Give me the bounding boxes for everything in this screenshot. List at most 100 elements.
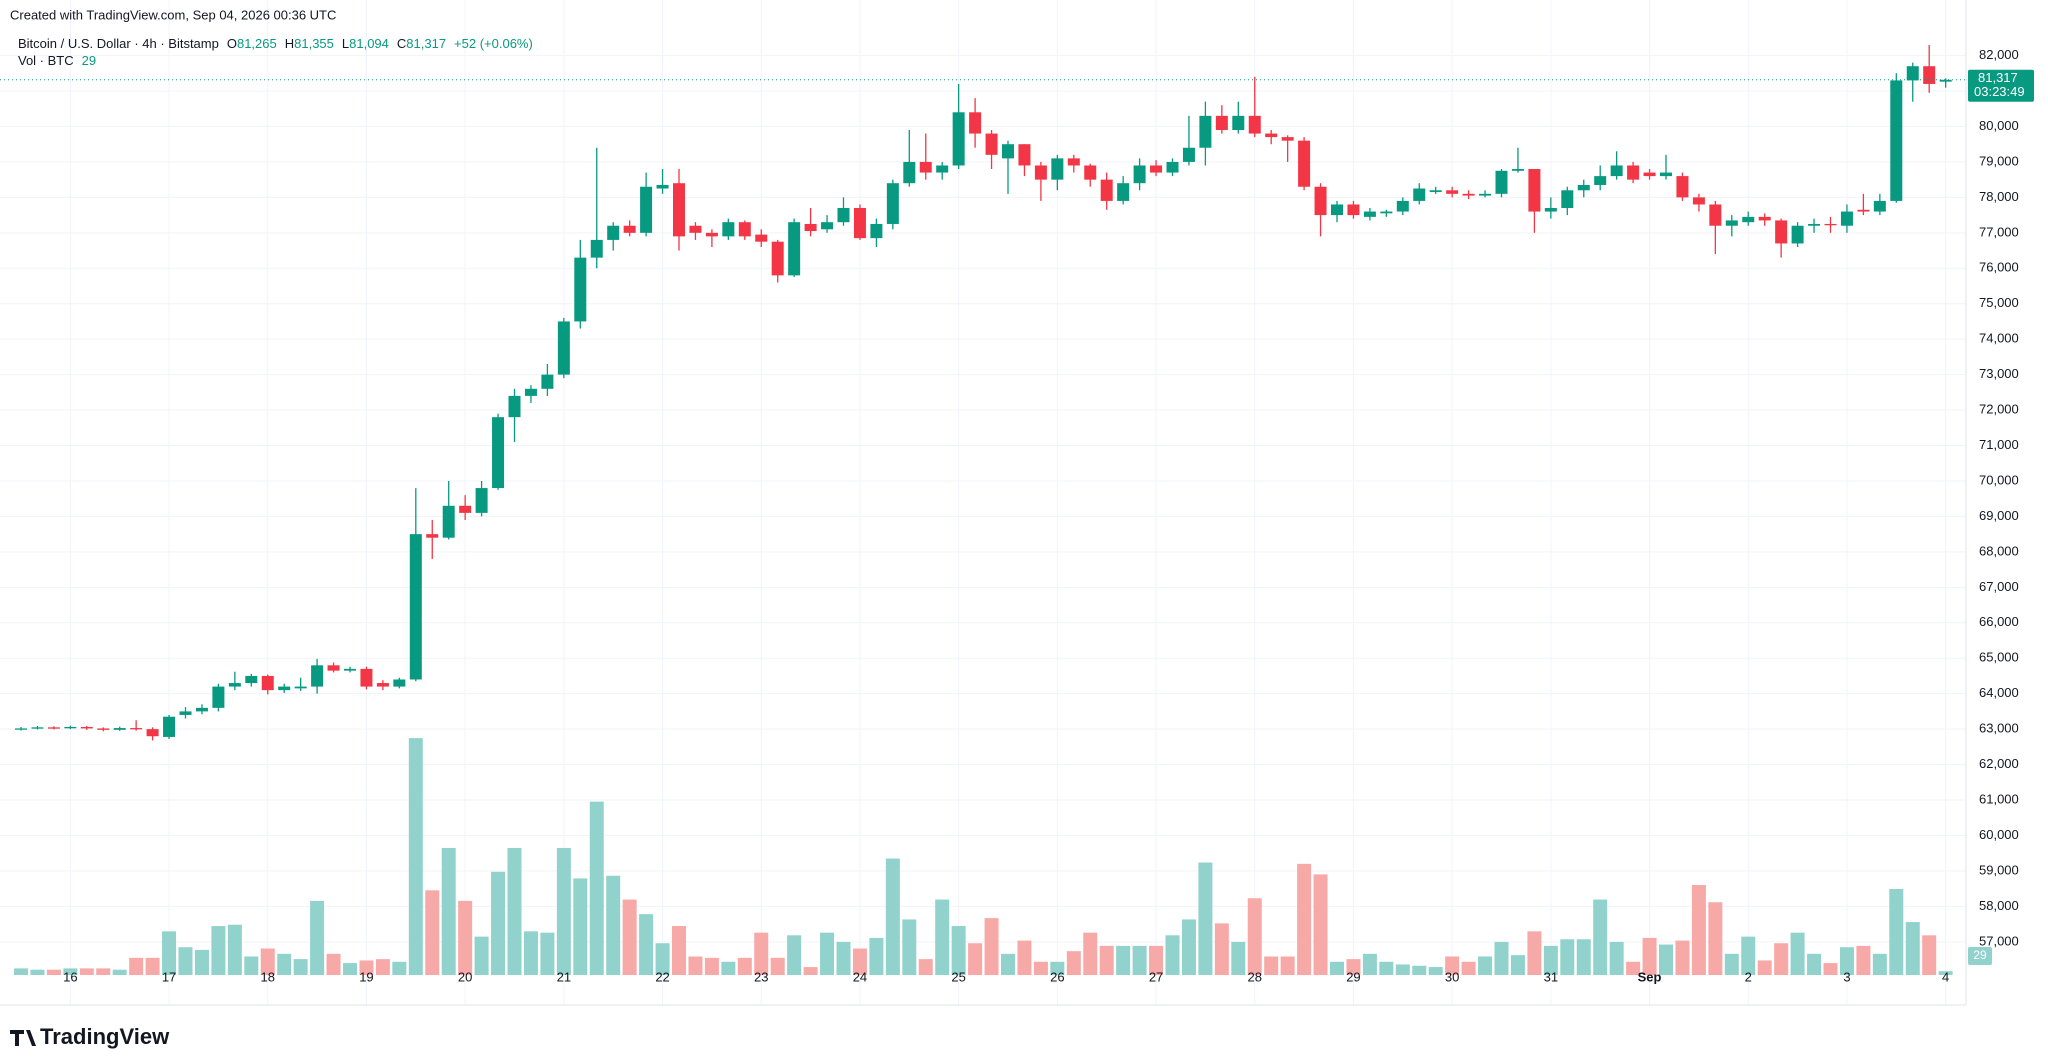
candle-body xyxy=(1298,140,1311,187)
y-tick-label: 73,000 xyxy=(1979,366,2019,381)
volume-bar xyxy=(1214,923,1229,975)
x-tick-label: 30 xyxy=(1445,969,1459,984)
candle-body xyxy=(1150,165,1163,173)
countdown: 03:23:49 xyxy=(1974,84,2025,99)
candle-body xyxy=(1923,66,1936,84)
volume-bar xyxy=(293,959,308,975)
y-tick-label: 60,000 xyxy=(1979,827,2019,842)
y-tick-label: 72,000 xyxy=(1979,402,2019,417)
candle-body xyxy=(47,727,60,729)
x-tick-label: 29 xyxy=(1346,969,1360,984)
y-tick-label: 63,000 xyxy=(1979,721,2019,736)
volume-bar xyxy=(918,959,933,975)
volume-bar xyxy=(1724,953,1739,975)
volume-bar xyxy=(1149,945,1164,975)
x-tick-label: 31 xyxy=(1544,969,1558,984)
volume-bar xyxy=(310,900,325,975)
candle-body xyxy=(1117,183,1130,201)
volume-bar xyxy=(1691,885,1706,975)
volume-bar xyxy=(1675,940,1690,975)
symbol-title: Bitcoin / U.S. Dollar · 4h · Bitstamp xyxy=(18,36,219,51)
logo-icon xyxy=(10,1030,36,1046)
candle-body xyxy=(541,374,554,389)
x-tick-label: 4 xyxy=(1942,969,1949,984)
candle-body xyxy=(1544,208,1557,212)
volume-bar xyxy=(1889,888,1904,975)
candle-body xyxy=(1232,115,1245,131)
candle-body xyxy=(1479,193,1492,196)
volume-bar xyxy=(79,968,94,975)
volume-bar xyxy=(491,871,506,975)
candle-body xyxy=(344,668,356,671)
volume-bar xyxy=(1412,965,1427,975)
volume-bar xyxy=(573,878,588,975)
candle-body xyxy=(113,728,126,730)
volume-bar xyxy=(1576,939,1591,975)
candle-body xyxy=(327,665,340,671)
volume-bar xyxy=(1395,964,1410,975)
candle-body xyxy=(1034,165,1047,180)
volume-bar xyxy=(392,961,407,975)
volume-bar xyxy=(343,963,357,975)
volume-bar xyxy=(507,847,522,975)
candle-body xyxy=(64,726,77,729)
candle-body xyxy=(212,686,225,708)
volume-bar xyxy=(820,932,835,975)
brand-name: TradingView xyxy=(40,1024,170,1049)
candle-body xyxy=(1281,137,1294,141)
candle-body xyxy=(15,728,27,730)
volume-bar xyxy=(1478,956,1493,975)
candle-body xyxy=(1215,115,1228,131)
y-tick-label: 59,000 xyxy=(1979,862,2019,877)
volume-bar xyxy=(1626,961,1641,975)
volume-bar xyxy=(1297,863,1312,975)
volume-bar xyxy=(836,941,851,975)
x-tick-label: 28 xyxy=(1248,969,1262,984)
candle-body xyxy=(475,488,488,513)
volume-bar xyxy=(30,969,45,975)
candle-body xyxy=(837,208,850,223)
volume-axis-label: 29 xyxy=(1973,948,1987,962)
candle-body xyxy=(1709,204,1722,226)
x-tick-label: 2 xyxy=(1745,969,1752,984)
x-tick-label: 27 xyxy=(1149,969,1163,984)
x-tick-label: 22 xyxy=(655,969,669,984)
candle-body xyxy=(1594,176,1607,185)
brand-logo: TradingView xyxy=(10,1024,170,1049)
volume-bar xyxy=(869,937,884,975)
volume-bar xyxy=(902,919,917,975)
candle-body xyxy=(1331,204,1343,216)
candle-body xyxy=(755,234,768,242)
candle-body xyxy=(1084,165,1097,180)
volume-bar xyxy=(375,959,390,975)
volume-bar xyxy=(1708,902,1723,975)
candle-body xyxy=(673,183,685,237)
legend: Bitcoin / U.S. Dollar · 4h · Bitstamp O81… xyxy=(18,36,533,51)
candle-body xyxy=(1906,66,1919,81)
price-pane xyxy=(15,44,1952,741)
volume-bar xyxy=(852,948,867,975)
candle-body xyxy=(985,133,998,155)
volume-bar xyxy=(1905,922,1920,975)
volume-bar xyxy=(1379,961,1394,975)
candle-body xyxy=(640,186,653,233)
candle-body xyxy=(1248,115,1261,134)
volume-bar xyxy=(1560,939,1575,975)
y-tick-label: 82,000 xyxy=(1979,47,2019,62)
volume-bar xyxy=(1001,953,1015,975)
x-tick-label: 24 xyxy=(853,969,867,984)
x-tick-label: 25 xyxy=(951,969,965,984)
candle-body xyxy=(1396,200,1409,212)
volume-bar xyxy=(1823,963,1838,975)
y-tick-label: 79,000 xyxy=(1979,153,2019,168)
candle-body xyxy=(705,232,718,237)
candle-body xyxy=(1380,211,1393,214)
candle-body xyxy=(97,728,110,730)
candle-body xyxy=(278,686,291,691)
volume-bar xyxy=(1757,960,1772,975)
candle-body xyxy=(376,683,389,687)
candle-body xyxy=(1857,209,1870,212)
candle-body xyxy=(1018,144,1031,166)
